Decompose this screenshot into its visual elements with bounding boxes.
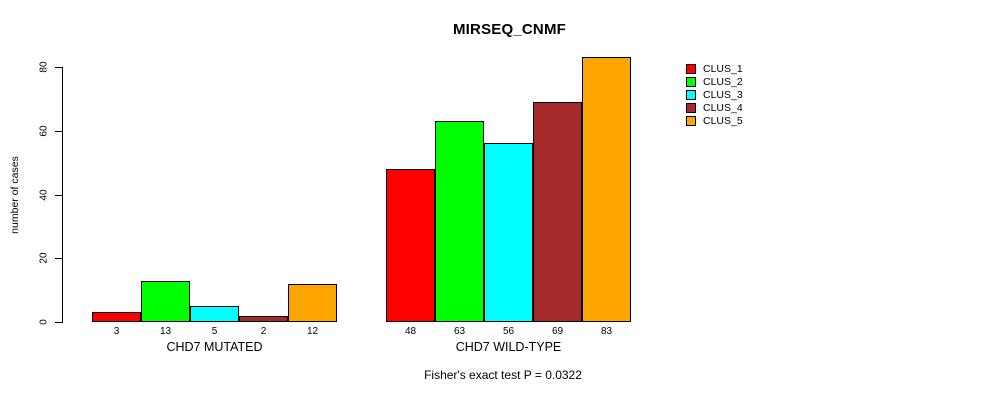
legend-swatch-icon (686, 116, 696, 127)
bar-clus_4-group1 (239, 316, 288, 322)
y-tick-mark (55, 194, 62, 196)
legend-item-clus_5: CLUS_5 (686, 115, 743, 128)
bar-value-label: 2 (260, 326, 267, 337)
legend-swatch-icon (686, 103, 696, 114)
y-tick-mark (55, 322, 62, 323)
legend-label: CLUS_1 (703, 62, 743, 75)
bar-value-label: 12 (306, 326, 319, 337)
bar-value-label: 63 (453, 326, 466, 337)
bar-value-label: 56 (502, 326, 515, 337)
bar-clus_4-group2 (533, 102, 582, 322)
y-tick-mark (55, 130, 62, 132)
legend-label: CLUS_2 (703, 75, 743, 88)
bar-value-label: 13 (159, 326, 172, 337)
bar-clus_1-group1 (92, 312, 141, 322)
legend-item-clus_2: CLUS_2 (686, 75, 743, 88)
bar-value-label: 3 (113, 326, 120, 337)
legend-item-clus_4: CLUS_4 (686, 102, 743, 115)
y-tick-label: 40 (38, 188, 50, 201)
chart-title: MIRSEQ_CNMF (452, 21, 567, 38)
y-axis-title: number of cases (9, 155, 21, 234)
y-tick-label: 0 (38, 319, 50, 325)
y-axis-line (62, 67, 63, 323)
bar-clus_2-group2 (435, 121, 484, 322)
y-tick-label: 20 (38, 252, 50, 264)
y-tick-label: 60 (38, 125, 50, 137)
bar-clus_5-group2 (582, 57, 631, 322)
footnote-text: Fisher's exact test P = 0.0322 (424, 368, 582, 382)
bar-clus_1-group2 (386, 169, 435, 322)
legend-swatch-icon (686, 76, 696, 87)
legend-label: CLUS_5 (703, 115, 743, 128)
legend-swatch-icon (686, 89, 696, 100)
x-group-label: CHD7 MUTATED (166, 340, 263, 354)
x-group-label: CHD7 WILD-TYPE (455, 340, 562, 354)
bar-clus_3-group2 (484, 143, 533, 322)
legend-item-clus_3: CLUS_3 (686, 88, 743, 101)
legend-item-clus_1: CLUS_1 (686, 62, 743, 75)
bar-value-label: 48 (404, 326, 417, 337)
bar-value-label: 83 (600, 326, 613, 337)
bar-clus_2-group1 (141, 281, 190, 322)
y-tick-mark (55, 258, 62, 260)
legend: CLUS_1 CLUS_2 CLUS_3 CLUS_4 CLUS_5 (686, 62, 743, 128)
legend-label: CLUS_3 (703, 88, 743, 101)
legend-label: CLUS_4 (703, 102, 743, 115)
bar-clus_3-group1 (190, 306, 239, 322)
y-tick-label: 80 (38, 61, 50, 73)
legend-swatch-icon (686, 63, 696, 74)
bar-value-label: 69 (551, 326, 564, 337)
bar-clus_5-group1 (288, 284, 337, 322)
bar-value-label: 5 (211, 326, 218, 337)
y-tick-mark (55, 67, 62, 68)
